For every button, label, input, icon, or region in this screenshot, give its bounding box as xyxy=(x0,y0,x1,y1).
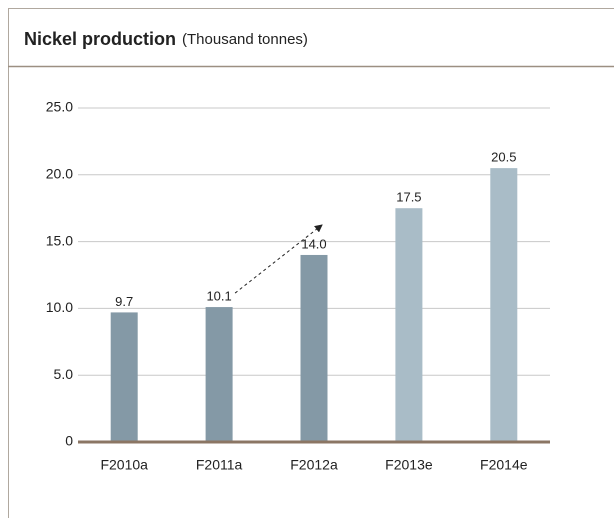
bar xyxy=(300,254,328,442)
y-tick-label: 0 xyxy=(65,433,73,449)
y-tick-label: 25.0 xyxy=(46,99,73,115)
x-tick-label: F2012a xyxy=(290,457,338,473)
x-tick-label: F2014e xyxy=(480,457,528,473)
y-tick-label: 5.0 xyxy=(54,366,74,382)
x-tick-label: F2013e xyxy=(385,457,433,473)
x-tick-label: F2011a xyxy=(196,457,243,473)
y-tick-label: 15.0 xyxy=(46,232,73,248)
y-tick-label: 20.0 xyxy=(46,166,73,182)
value-label: 20.5 xyxy=(491,150,516,165)
value-label: 14.0 xyxy=(301,236,326,251)
value-label: 10.1 xyxy=(206,289,231,304)
title: Nickel production xyxy=(24,29,176,49)
subtitle: (Thousand tonnes) xyxy=(182,31,308,48)
value-label: 17.5 xyxy=(396,190,421,205)
bar xyxy=(110,312,138,442)
trend-arrow xyxy=(234,224,323,294)
bar xyxy=(395,208,423,442)
bar xyxy=(490,168,518,442)
bar xyxy=(205,307,233,442)
value-label: 9.7 xyxy=(115,294,133,309)
x-tick-label: F2010a xyxy=(100,457,148,473)
y-tick-label: 10.0 xyxy=(46,299,73,315)
chart-title: Nickel production (Thousand tonnes) xyxy=(24,29,308,49)
